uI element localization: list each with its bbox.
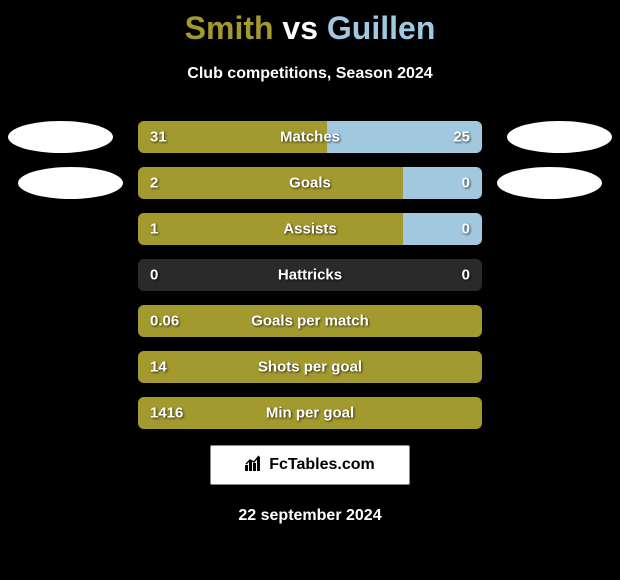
stat-label: Shots per goal — [258, 359, 362, 376]
stat-fill-right — [403, 213, 482, 245]
stat-value-left: 31 — [150, 129, 167, 146]
stat-value-left: 1416 — [150, 405, 183, 422]
stat-value-left: 2 — [150, 175, 158, 192]
stat-row: 0.06 Goals per match — [138, 305, 482, 337]
stat-label: Assists — [283, 221, 336, 238]
stat-value-right: 25 — [453, 129, 470, 146]
stat-label: Goals — [289, 175, 331, 192]
title-vs: vs — [282, 10, 318, 46]
stat-value-right: 0 — [462, 175, 470, 192]
stat-value-left: 1 — [150, 221, 158, 238]
avatar-right-player1 — [507, 121, 612, 153]
footer-date: 22 september 2024 — [0, 507, 620, 525]
avatar-left-player2 — [18, 167, 123, 199]
stat-label: Matches — [280, 129, 340, 146]
footer-logo-text: FcTables.com — [269, 456, 375, 474]
page-title: Smith vs Guillen — [0, 0, 620, 47]
subtitle: Club competitions, Season 2024 — [0, 65, 620, 83]
stat-fill-right — [403, 167, 482, 199]
title-player1: Smith — [185, 10, 274, 46]
stat-label: Hattricks — [278, 267, 342, 284]
stat-value-right: 0 — [462, 221, 470, 238]
stat-label: Min per goal — [266, 405, 354, 422]
stat-row: 2 0 Goals — [138, 167, 482, 199]
title-player2: Guillen — [327, 10, 435, 46]
stat-label: Goals per match — [251, 313, 369, 330]
stat-value-right: 0 — [462, 267, 470, 284]
stat-fill-left — [138, 213, 403, 245]
footer-logo[interactable]: FcTables.com — [210, 445, 410, 485]
stat-row: 14 Shots per goal — [138, 351, 482, 383]
stat-fill-left — [138, 167, 403, 199]
chart-icon — [245, 455, 263, 476]
stat-value-left: 14 — [150, 359, 167, 376]
stats-container: 31 25 Matches 2 0 Goals 1 0 Assists 0 0 Hattricks 0.… — [0, 121, 620, 429]
avatar-left-player1 — [8, 121, 113, 153]
stat-row: 31 25 Matches — [138, 121, 482, 153]
stat-value-left: 0.06 — [150, 313, 179, 330]
stat-row: 1 0 Assists — [138, 213, 482, 245]
stat-row: 0 0 Hattricks — [138, 259, 482, 291]
stat-value-left: 0 — [150, 267, 158, 284]
stat-row: 1416 Min per goal — [138, 397, 482, 429]
avatar-right-player2 — [497, 167, 602, 199]
